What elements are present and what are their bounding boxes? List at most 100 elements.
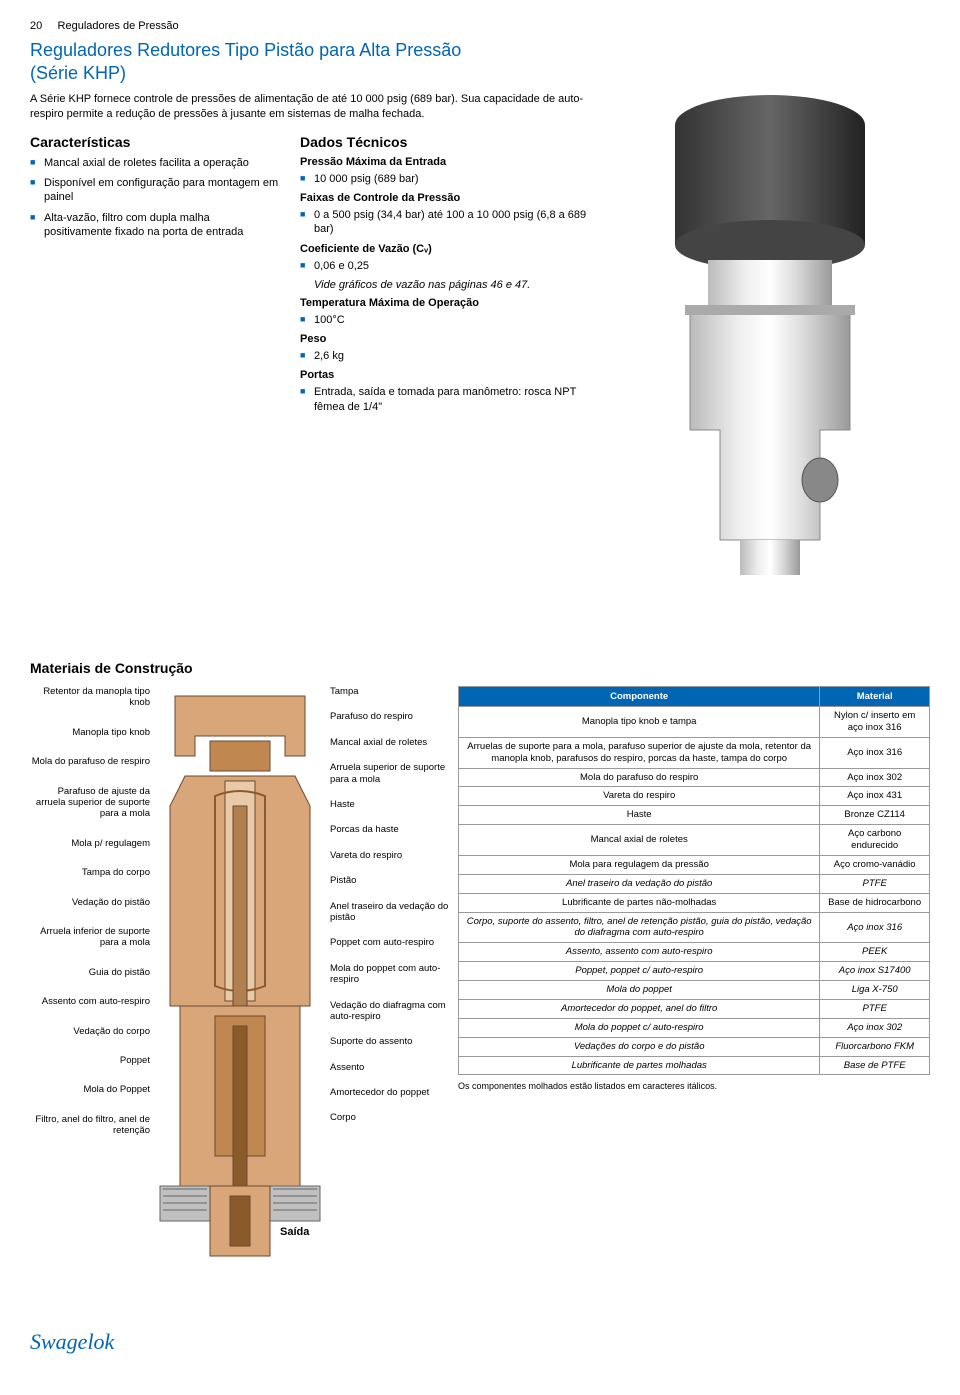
table-row: Assento, assento com auto-respiroPEEK	[459, 943, 930, 962]
diagram-label-left: Mola p/ regulagem	[30, 838, 150, 849]
table-row: Mola do parafuso do respiroAço inox 302	[459, 768, 930, 787]
materials-section: Materiais de Construção Retentor da mano…	[30, 660, 930, 1309]
diagram-label-left: Mola do parafuso de respiro	[30, 756, 150, 767]
diagram-label-right: Assento	[330, 1062, 450, 1073]
component-cell: Poppet, poppet c/ auto-respiro	[459, 962, 820, 981]
peso-value: 2,6 kg	[300, 349, 600, 363]
table-row: Mola do poppetLiga X-750	[459, 981, 930, 1000]
cv-value: 0,06 e 0,25	[300, 259, 600, 273]
component-cell: Haste	[459, 806, 820, 825]
materials-table: Componente Material Manopla tipo knob e …	[458, 686, 930, 1075]
component-cell: Manopla tipo knob e tampa	[459, 707, 820, 738]
table-row: Anel traseiro da vedação do pistãoPTFE	[459, 874, 930, 893]
diagram-label-right: Poppet com auto-respiro	[330, 937, 450, 948]
section-name: Reguladores de Pressão	[58, 20, 179, 32]
tech-column: Dados Técnicos Pressão Máxima da Entrada…	[300, 134, 600, 420]
material-cell: Base de PTFE	[820, 1056, 930, 1075]
diagram-label-right: Corpo	[330, 1112, 450, 1123]
diagram-label-right: Amortecedor do poppet	[330, 1087, 450, 1098]
component-cell: Mancal axial de roletes	[459, 825, 820, 856]
component-cell: Mola do parafuso do respiro	[459, 768, 820, 787]
table-row: Manopla tipo knob e tampaNylon c/ insert…	[459, 707, 930, 738]
diagram-label-right: Anel traseiro da vedação do pistão	[330, 901, 450, 924]
materials-heading: Materiais de Construção	[30, 660, 930, 676]
diagram-labels-left: Retentor da manopla tipo knob Manopla tip…	[30, 686, 150, 1154]
portas-value: Entrada, saída e tomada para manômetro: …	[300, 385, 600, 414]
feature-item: Disponível em configuração para montagem…	[30, 176, 280, 205]
table-header-component: Componente	[459, 687, 820, 707]
diagram-label-left: Arruela inferior de suporte para a mola	[30, 926, 150, 949]
component-cell: Arruelas de suporte para a mola, parafus…	[459, 737, 820, 768]
temp-label: Temperatura Máxima de Operação	[300, 297, 600, 309]
diagram-label-left: Parafuso de ajuste da arruela superior d…	[30, 786, 150, 820]
component-cell: Amortecedor do poppet, anel do filtro	[459, 999, 820, 1018]
table-row: Arruelas de suporte para a mola, parafus…	[459, 737, 930, 768]
diagram-label-right: Vareta do respiro	[330, 850, 450, 861]
component-cell: Mola do poppet c/ auto-respiro	[459, 1018, 820, 1037]
features-column: Características Mancal axial de roletes …	[30, 134, 280, 420]
material-cell: Aço cromo-vanádio	[820, 855, 930, 874]
table-row: Lubrificante de partes molhadasBase de P…	[459, 1056, 930, 1075]
table-footnote: Os componentes molhados estão listados e…	[458, 1081, 930, 1091]
diagram-label-right: Haste	[330, 799, 450, 810]
material-cell: Aço inox 302	[820, 1018, 930, 1037]
features-heading: Características	[30, 134, 280, 150]
table-row: Lubrificante de partes não-molhadasBase …	[459, 893, 930, 912]
diagram-label-right: Mancal axial de roletes	[330, 737, 450, 748]
cv-note: Vide gráficos de vazão nas páginas 46 e …	[314, 279, 600, 291]
saida-label: Saída	[280, 1226, 309, 1238]
material-cell: Nylon c/ inserto em aço inox 316	[820, 707, 930, 738]
component-cell: Lubrificante de partes não-molhadas	[459, 893, 820, 912]
table-row: HasteBronze CZ114	[459, 806, 930, 825]
materials-table-wrapper: Componente Material Manopla tipo knob e …	[458, 686, 930, 1309]
diagram-label-left: Vedação do pistão	[30, 897, 150, 908]
material-cell: Aço inox S17400	[820, 962, 930, 981]
diagram-label-left: Manopla tipo knob	[30, 727, 150, 738]
material-cell: Aço inox 316	[820, 912, 930, 943]
table-row: Corpo, suporte do assento, filtro, anel …	[459, 912, 930, 943]
material-cell: Aço inox 302	[820, 768, 930, 787]
feature-item: Alta-vazão, filtro com dupla malha posit…	[30, 211, 280, 240]
diagram-label-left: Filtro, anel do filtro, anel de retenção	[30, 1114, 150, 1137]
material-cell: Aço inox 316	[820, 737, 930, 768]
material-cell: Liga X-750	[820, 981, 930, 1000]
diagram-label-left: Vedação do corpo	[30, 1026, 150, 1037]
table-row: Vareta do respiroAço inox 431	[459, 787, 930, 806]
tech-heading: Dados Técnicos	[300, 134, 600, 150]
diagram-label-left: Poppet	[30, 1055, 150, 1066]
table-row: Mola para regulagem da pressãoAço cromo-…	[459, 855, 930, 874]
pmax-label: Pressão Máxima da Entrada	[300, 156, 600, 168]
diagram-column: Retentor da manopla tipo knob Manopla tip…	[30, 686, 450, 1309]
component-cell: Anel traseiro da vedação do pistão	[459, 874, 820, 893]
component-cell: Corpo, suporte do assento, filtro, anel …	[459, 912, 820, 943]
table-row: Amortecedor do poppet, anel do filtroPTF…	[459, 999, 930, 1018]
peso-label: Peso	[300, 333, 600, 345]
pmax-value: 10 000 psig (689 bar)	[300, 172, 600, 186]
table-row: Mancal axial de roletesAço carbono endur…	[459, 825, 930, 856]
diagram-label-right: Tampa	[330, 686, 450, 697]
portas-label: Portas	[300, 369, 600, 381]
diagram-label-left: Assento com auto-respiro	[30, 996, 150, 1007]
material-cell: Fluorcarbono FKM	[820, 1037, 930, 1056]
temp-value: 100°C	[300, 313, 600, 327]
table-header-material: Material	[820, 687, 930, 707]
brand-logo: Swagelok	[30, 1329, 930, 1355]
diagram-label-left: Retentor da manopla tipo knob	[30, 686, 150, 709]
intro-paragraph: A Série KHP fornece controle de pressões…	[30, 92, 590, 122]
diagram-label-right: Arruela superior de suporte para a mola	[330, 762, 450, 785]
range-value: 0 a 500 psig (34,4 bar) até 100 a 10 000…	[300, 208, 600, 237]
product-photo	[640, 80, 900, 600]
material-cell: PTFE	[820, 874, 930, 893]
main-title-line1: Reguladores Redutores Tipo Pistão para A…	[30, 40, 930, 61]
material-cell: Aço inox 431	[820, 787, 930, 806]
diagram-label-right: Vedação do diafragma com auto-respiro	[330, 1000, 450, 1023]
material-cell: PTFE	[820, 999, 930, 1018]
component-cell: Mola para regulagem da pressão	[459, 855, 820, 874]
component-cell: Assento, assento com auto-respiro	[459, 943, 820, 962]
diagram-label-left: Guia do pistão	[30, 967, 150, 978]
material-cell: PEEK	[820, 943, 930, 962]
component-cell: Vedações do corpo e do pistão	[459, 1037, 820, 1056]
diagram-label-left: Mola do Poppet	[30, 1084, 150, 1095]
feature-item: Mancal axial de roletes facilita a opera…	[30, 156, 280, 170]
material-cell: Bronze CZ114	[820, 806, 930, 825]
